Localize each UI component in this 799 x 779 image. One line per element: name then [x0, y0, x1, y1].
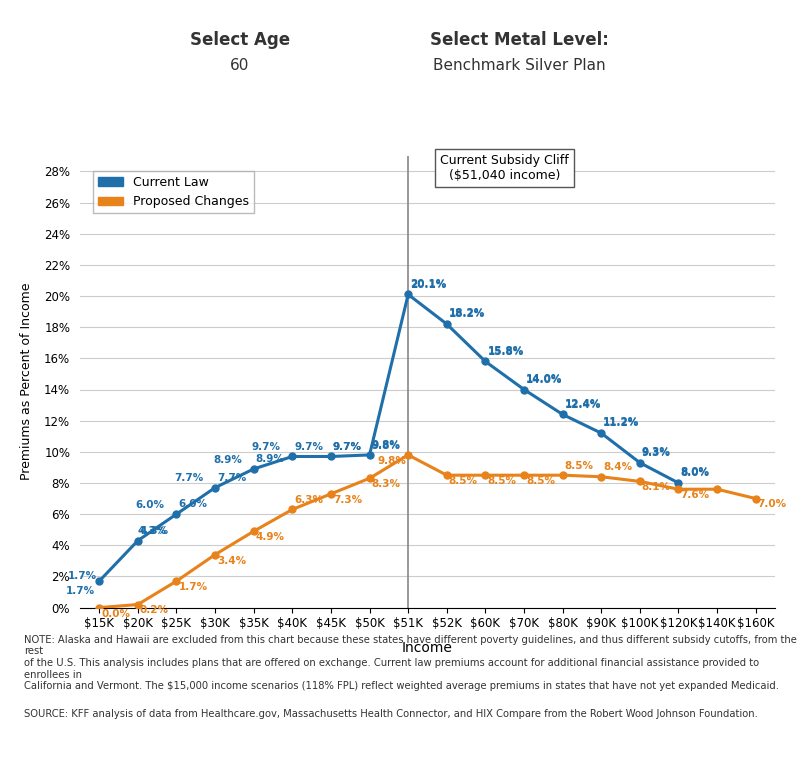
Text: 7.7%: 7.7%	[174, 474, 204, 484]
Text: SOURCE: KFF analysis of data from Healthcare.gov, Massachusetts Health Connector: SOURCE: KFF analysis of data from Health…	[24, 709, 757, 719]
Text: 20.1%: 20.1%	[410, 280, 447, 290]
Text: 8.5%: 8.5%	[526, 476, 555, 486]
Text: 12.4%: 12.4%	[565, 399, 601, 409]
Text: 0.2%: 0.2%	[140, 605, 169, 615]
Text: 0.0%: 0.0%	[101, 608, 130, 619]
Text: 9.7%: 9.7%	[252, 442, 280, 453]
Text: 3.4%: 3.4%	[217, 555, 246, 566]
X-axis label: Income: Income	[402, 641, 453, 655]
Text: 8.0%: 8.0%	[681, 468, 710, 478]
Text: 12.4%: 12.4%	[565, 400, 601, 410]
Text: 8.1%: 8.1%	[642, 482, 671, 492]
Text: 7.0%: 7.0%	[757, 499, 787, 509]
Text: 9.8%: 9.8%	[372, 441, 400, 451]
Text: Select Age: Select Age	[189, 31, 290, 49]
Text: 11.2%: 11.2%	[603, 418, 639, 428]
Text: Benchmark Silver Plan: Benchmark Silver Plan	[433, 58, 606, 73]
Text: NOTE: Alaska and Hawaii are excluded from this chart because these states have d: NOTE: Alaska and Hawaii are excluded fro…	[24, 635, 797, 691]
Text: 7.6%: 7.6%	[681, 490, 710, 500]
Text: 9.7%: 9.7%	[333, 442, 362, 453]
Text: 8.5%: 8.5%	[565, 460, 594, 471]
Text: 4.9%: 4.9%	[256, 532, 284, 542]
Text: 4.3%: 4.3%	[140, 526, 169, 536]
Text: 9.7%: 9.7%	[294, 442, 324, 452]
Text: 9.8%: 9.8%	[372, 440, 400, 450]
Text: 8.4%: 8.4%	[603, 462, 632, 472]
Text: 8.5%: 8.5%	[449, 476, 478, 486]
Text: 18.2%: 18.2%	[449, 308, 485, 319]
Text: Current Subsidy Cliff
($51,040 income): Current Subsidy Cliff ($51,040 income)	[440, 154, 569, 182]
Text: 8.0%: 8.0%	[681, 467, 710, 478]
Text: 7.3%: 7.3%	[333, 495, 362, 505]
Text: 9.3%: 9.3%	[642, 447, 670, 457]
Text: 9.7%: 9.7%	[333, 442, 362, 452]
Y-axis label: Premiums as Percent of Income: Premiums as Percent of Income	[20, 283, 33, 481]
Text: 6.0%: 6.0%	[136, 500, 165, 510]
Text: 15.8%: 15.8%	[487, 347, 523, 357]
Text: 14.0%: 14.0%	[526, 375, 562, 385]
Text: 7.7%: 7.7%	[217, 473, 246, 483]
Text: 8.5%: 8.5%	[487, 476, 516, 486]
Text: Select Metal Level:: Select Metal Level:	[430, 31, 609, 49]
Text: 60: 60	[230, 58, 249, 73]
Text: 4.3%: 4.3%	[138, 527, 167, 537]
Text: 9.3%: 9.3%	[642, 448, 670, 458]
Text: 1.7%: 1.7%	[68, 571, 97, 581]
Text: 14.0%: 14.0%	[526, 374, 562, 384]
Text: 8.9%: 8.9%	[213, 455, 242, 465]
Text: 20.1%: 20.1%	[410, 279, 447, 289]
Text: 8.3%: 8.3%	[372, 479, 400, 489]
Text: 8.9%: 8.9%	[256, 454, 284, 464]
Text: 6.0%: 6.0%	[178, 499, 208, 509]
Text: 11.2%: 11.2%	[603, 418, 639, 428]
Legend: Current Law, Proposed Changes: Current Law, Proposed Changes	[93, 171, 254, 213]
Text: 1.7%: 1.7%	[66, 586, 95, 596]
Text: 6.3%: 6.3%	[294, 495, 324, 505]
Text: 9.8%: 9.8%	[377, 456, 406, 466]
Text: 18.2%: 18.2%	[449, 309, 485, 319]
Text: 1.7%: 1.7%	[178, 582, 208, 592]
Text: 15.8%: 15.8%	[487, 346, 523, 356]
